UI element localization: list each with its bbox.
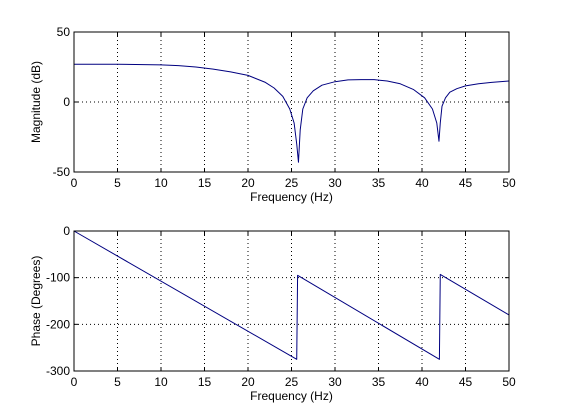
phase-xtick-label-0: 0: [71, 375, 78, 389]
magnitude-y-axis-label: Magnitude (dB): [29, 61, 43, 143]
phase-xtick-label-10: 50: [502, 375, 516, 389]
magnitude-ytick-label-2: 50: [57, 25, 71, 39]
phase-plot: 0 5 10 15 20 25 30 35 40 45 50 -300 -200 -100 0 Frequen…: [29, 224, 516, 403]
phase-xtick-label-6: 30: [328, 375, 342, 389]
magnitude-xtick-label-5: 25: [285, 176, 299, 190]
phase-xtick-label-8: 40: [415, 375, 429, 389]
phase-x-axis-label: Frequency (Hz): [250, 389, 333, 403]
phase-ytick-label-0: -300: [46, 364, 70, 378]
phase-y-axis-label: Phase (Degrees): [29, 256, 43, 347]
magnitude-ytick-label-1: 0: [63, 95, 70, 109]
phase-xtick-label-1: 5: [114, 375, 121, 389]
phase-xtick-label-2: 10: [154, 375, 168, 389]
magnitude-xtick-label-9: 45: [459, 176, 473, 190]
phase-xtick-label-5: 25: [285, 375, 299, 389]
magnitude-xtick-label-1: 5: [114, 176, 121, 190]
magnitude-x-axis-label: Frequency (Hz): [250, 190, 333, 204]
magnitude-xtick-label-2: 10: [154, 176, 168, 190]
magnitude-ytick-label-0: -50: [53, 165, 71, 179]
phase-xtick-label-3: 15: [198, 375, 212, 389]
magnitude-xtick-label-0: 0: [71, 176, 78, 190]
magnitude-xtick-label-7: 35: [372, 176, 386, 190]
magnitude-xtick-label-4: 20: [241, 176, 255, 190]
phase-series-line-0: [73, 230, 510, 360]
phase-ytick-label-1: -200: [46, 317, 70, 331]
magnitude-series-line-0: [74, 63, 510, 163]
phase-ytick-label-3: 0: [63, 224, 70, 238]
phase-xtick-label-7: 35: [372, 375, 386, 389]
magnitude-xtick-label-3: 15: [198, 176, 212, 190]
magnitude-xtick-label-8: 40: [415, 176, 429, 190]
magnitude-xtick-label-10: 50: [502, 176, 516, 190]
phase-xtick-label-4: 20: [241, 375, 255, 389]
phase-xtick-label-9: 45: [459, 375, 473, 389]
phase-ytick-label-2: -100: [46, 271, 70, 285]
magnitude-xtick-label-6: 30: [328, 176, 342, 190]
